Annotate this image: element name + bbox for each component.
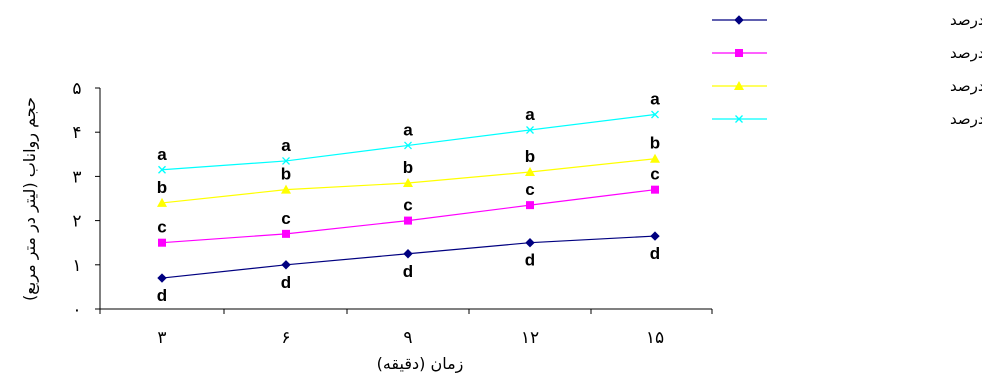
x-tick-label: ۳ [157, 328, 166, 348]
series-4-point [404, 141, 412, 150]
series [157, 110, 660, 283]
legend-label: شیب کمتر از ۲۰ درصد [950, 11, 982, 29]
y-tick-label: ۴ [72, 123, 81, 143]
x-tick-label: ۹ [403, 328, 412, 348]
series-1-point [403, 249, 413, 259]
marker-x-stroke [651, 110, 659, 119]
legend-label: شیب ۴۰ – ۲۰ درصد [950, 44, 982, 62]
series-1-point [281, 260, 291, 270]
significance-letter: b [650, 134, 660, 153]
significance-letter: b [157, 178, 167, 197]
y-tick-label: ۳ [72, 167, 81, 187]
series-2-point [282, 229, 290, 238]
series-4-point [158, 165, 166, 174]
series-3-point [650, 153, 660, 163]
legend-entry-1: شیب کمتر از ۲۰ درصد [712, 11, 982, 29]
series-1-point [650, 231, 660, 241]
axes [99, 88, 712, 310]
significance-letter: d [525, 251, 535, 270]
series-1-point [157, 273, 167, 283]
y-axis-title: حجم رواناب (لیتر در متر مربع) [20, 97, 40, 301]
significance-letter: c [403, 196, 412, 215]
significance-letter: d [403, 262, 413, 281]
series-4-point [282, 156, 290, 165]
legend: شیب کمتر از ۲۰ درصد شیب ۴۰ – ۲۰ درصد شیب ۶… [712, 11, 982, 128]
x-axis-title: زمان (دقیقه) [377, 354, 464, 374]
significance-letter: c [525, 180, 534, 199]
series-2-point [158, 238, 166, 247]
marker-x-stroke [282, 156, 290, 165]
legend-entry-3: شیب ۶۰ – ۴۰ درصد [712, 77, 982, 95]
series-2-point [404, 216, 412, 225]
significance-letter: c [281, 209, 290, 228]
legend-entry-4: شیب ۸۰ – ۶۰ درصد [712, 110, 982, 128]
series-1-point [525, 237, 535, 248]
y-tick-label: ۰ [72, 300, 81, 320]
series-3-point [281, 184, 291, 194]
legend-marker [735, 115, 743, 123]
marker-x-stroke [526, 126, 534, 134]
marker-x-stroke [735, 115, 743, 123]
y-tick-label: ۲ [72, 212, 81, 232]
x-tick-label: ۱۲ [521, 328, 539, 348]
significance-letter: d [650, 244, 660, 263]
significance-letter: b [281, 165, 291, 184]
legend-marker [735, 49, 743, 57]
legend-label: شیب ۸۰ – ۶۰ درصد [950, 110, 982, 128]
significance-letter: a [403, 120, 413, 139]
significance-letter: b [525, 147, 535, 166]
x-tick-label: ۱۵ [646, 328, 664, 348]
x-tick-label: ۶ [281, 328, 290, 348]
significance-letter: d [157, 286, 167, 305]
y-tick-label: ۵ [72, 79, 81, 99]
legend-marker [734, 15, 744, 25]
significance-letter: d [281, 273, 291, 292]
legend-entry-2: شیب ۴۰ – ۲۰ درصد [712, 44, 982, 62]
significance-letter: a [281, 136, 291, 155]
significance-letter: c [650, 165, 659, 184]
series-3-point [157, 197, 167, 207]
series-4-point [651, 110, 659, 119]
significance-letter: b [403, 158, 413, 177]
marker-x-stroke [158, 165, 166, 174]
y-tick-label: ۱ [72, 256, 81, 276]
significance-letter: c [157, 218, 166, 237]
significance-letter: a [650, 90, 660, 109]
series-2-point [526, 201, 534, 210]
series-3-point [403, 178, 413, 188]
significance-letter: a [157, 145, 167, 164]
legend-label: شیب ۶۰ – ۴۰ درصد [950, 77, 982, 95]
significance-letter: a [525, 105, 535, 124]
series-2-point [651, 185, 659, 194]
legend-marker [734, 81, 744, 90]
series-4-point [526, 126, 534, 134]
series-3-point [525, 166, 535, 176]
marker-x-stroke [404, 141, 412, 150]
